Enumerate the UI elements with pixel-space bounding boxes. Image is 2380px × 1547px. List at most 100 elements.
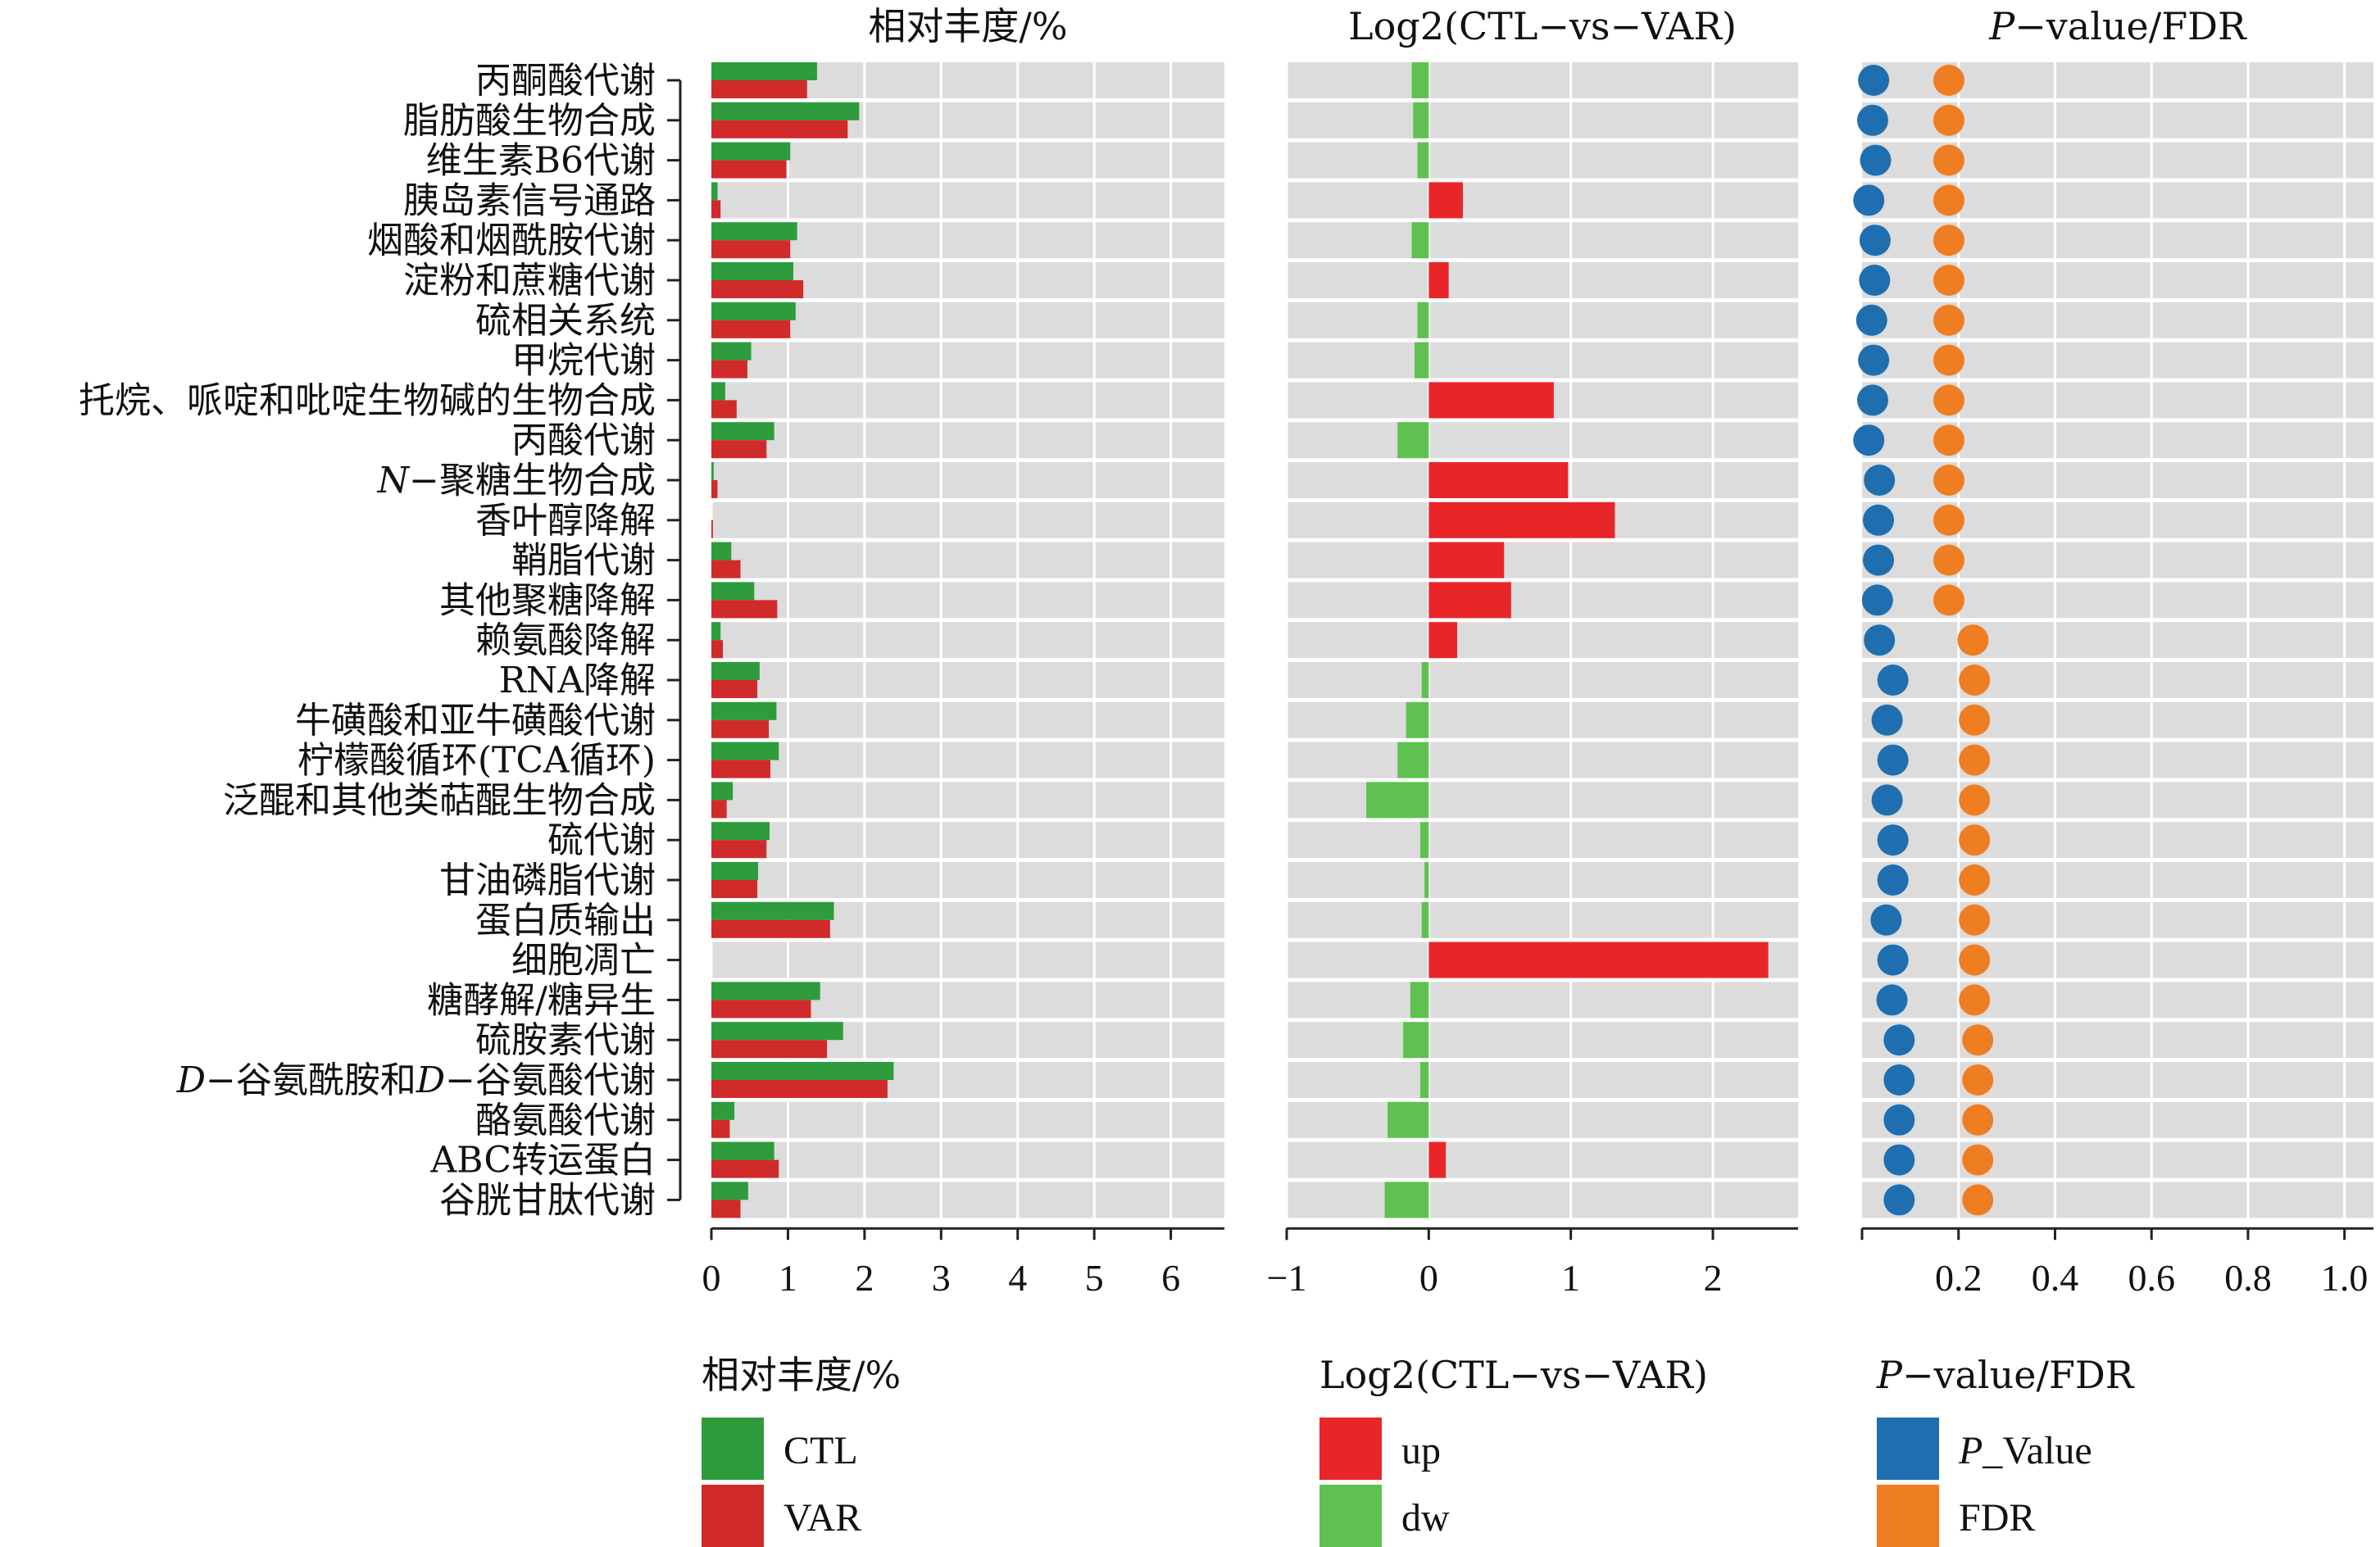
dot-p-value	[1863, 544, 1895, 576]
bar-log2-dw	[1415, 342, 1429, 379]
dot-fdr	[1933, 504, 1964, 536]
bar-var	[711, 120, 848, 138]
bar-log2-dw	[1417, 142, 1429, 179]
bar-var	[711, 280, 804, 298]
dot-fdr	[1933, 424, 1964, 456]
bar-var	[711, 1119, 730, 1138]
dot-p-value	[1864, 624, 1896, 656]
bar-ctl	[711, 582, 755, 601]
dot-p-value	[1859, 225, 1891, 256]
panel-2-tick-label: 1.0	[2321, 1257, 2369, 1299]
bar-var	[711, 1000, 811, 1018]
bar-ctl	[711, 1182, 748, 1200]
dot-p-value	[1877, 864, 1909, 896]
dot-fdr	[1962, 1024, 1994, 1056]
panel-0-row-band	[711, 342, 1224, 379]
category-label: D−谷氨酰胺和D−谷氨酸代谢	[176, 1059, 656, 1101]
bar-log2-dw	[1403, 1022, 1429, 1059]
dot-p-value	[1876, 984, 1908, 1016]
dot-p-value	[1883, 1064, 1915, 1096]
bar-log2-dw	[1424, 862, 1429, 898]
category-label: 牛磺酸和亚牛磺酸代谢	[295, 700, 656, 742]
panel-0-tick-label: 3	[932, 1257, 951, 1299]
bar-ctl	[711, 462, 714, 480]
panel-0-row-band	[711, 182, 1224, 219]
legend-swatch	[702, 1485, 764, 1547]
panel-1-row-band	[1287, 102, 1798, 138]
dot-fdr	[1959, 904, 1991, 936]
panel-2-row-band	[1862, 901, 2373, 938]
bar-ctl	[711, 302, 796, 320]
bar-var	[711, 80, 807, 98]
panel-0-title: 相对丰度/%	[868, 4, 1067, 48]
panel-2-row-band	[1862, 1182, 2373, 1218]
bar-var	[711, 160, 787, 179]
bar-var	[711, 1200, 741, 1218]
panel-0-row-band	[711, 662, 1224, 698]
bar-log2-dw	[1411, 222, 1429, 259]
panel-2-row-band	[1862, 941, 2373, 978]
dot-p-value	[1877, 824, 1909, 856]
category-label: 谷胱甘肽代谢	[439, 1179, 656, 1221]
panel-2-tick-label: 0.8	[2224, 1257, 2272, 1299]
legend-swatch	[1877, 1418, 1939, 1480]
panel-1-row-band	[1287, 982, 1798, 1018]
panel-1-row-band	[1287, 542, 1798, 578]
bar-var	[711, 480, 718, 498]
category-label: 托烷、哌啶和吡啶生物碱的生物合成	[79, 379, 656, 421]
panel-1-row-band	[1287, 742, 1798, 778]
bar-ctl	[711, 901, 834, 920]
dot-fdr	[1959, 784, 1991, 816]
panel-1-row-band	[1287, 1062, 1798, 1098]
bar-log2-dw	[1413, 102, 1429, 138]
dot-fdr	[1933, 265, 1964, 296]
bar-log2-dw	[1419, 1062, 1429, 1098]
category-label: 香叶醇降解	[475, 500, 656, 542]
bar-ctl	[711, 382, 725, 401]
dot-p-value	[1859, 265, 1891, 296]
bar-var	[711, 1159, 779, 1178]
bar-log2-up	[1428, 941, 1769, 978]
dot-p-value	[1860, 144, 1892, 176]
bar-var	[711, 240, 791, 259]
legend-label: up	[1401, 1429, 1441, 1472]
legend-label: dw	[1401, 1496, 1450, 1540]
bar-var	[711, 200, 721, 219]
bar-var	[711, 800, 727, 819]
panel-0-tick-label: 4	[1008, 1257, 1027, 1299]
panel-1-row-band	[1287, 862, 1798, 898]
dot-p-value	[1856, 104, 1888, 136]
legend-1-title: Log2(CTL−vs−VAR)	[1319, 1353, 1708, 1397]
panel-0-row-band	[711, 1182, 1224, 1218]
dot-p-value	[1863, 504, 1895, 536]
dot-fdr	[1962, 1144, 1994, 1176]
panel-2-row-band	[1862, 1022, 2373, 1059]
bar-log2-dw	[1410, 982, 1429, 1018]
dot-fdr	[1933, 344, 1964, 376]
panel-0-row-band	[711, 862, 1224, 898]
bar-var	[711, 320, 791, 338]
bar-var	[711, 519, 713, 538]
dot-fdr	[1933, 544, 1964, 576]
dot-p-value	[1856, 384, 1888, 416]
panel-1-row-band	[1287, 1141, 1798, 1178]
panel-1-row-band	[1287, 582, 1798, 619]
panel-2-row-band	[1862, 662, 2373, 698]
dot-p-value	[1853, 424, 1885, 456]
bar-var	[711, 760, 770, 778]
panel-0-row-band	[711, 622, 1224, 659]
category-label: 甘油磷脂代谢	[439, 860, 656, 901]
bar-var	[711, 719, 770, 738]
panel-0-tick-label: 5	[1085, 1257, 1104, 1299]
bar-log2-dw	[1397, 742, 1429, 778]
bar-ctl	[711, 542, 732, 560]
legend-label: VAR	[783, 1496, 861, 1540]
category-label: 甲烷代谢	[511, 340, 656, 382]
bar-log2-up	[1428, 1141, 1447, 1178]
panel-2-row-band	[1862, 1101, 2373, 1138]
bar-log2-dw	[1421, 901, 1429, 938]
bar-ctl	[711, 982, 820, 1000]
panel-2-row-band	[1862, 822, 2373, 859]
bar-var	[711, 360, 747, 379]
